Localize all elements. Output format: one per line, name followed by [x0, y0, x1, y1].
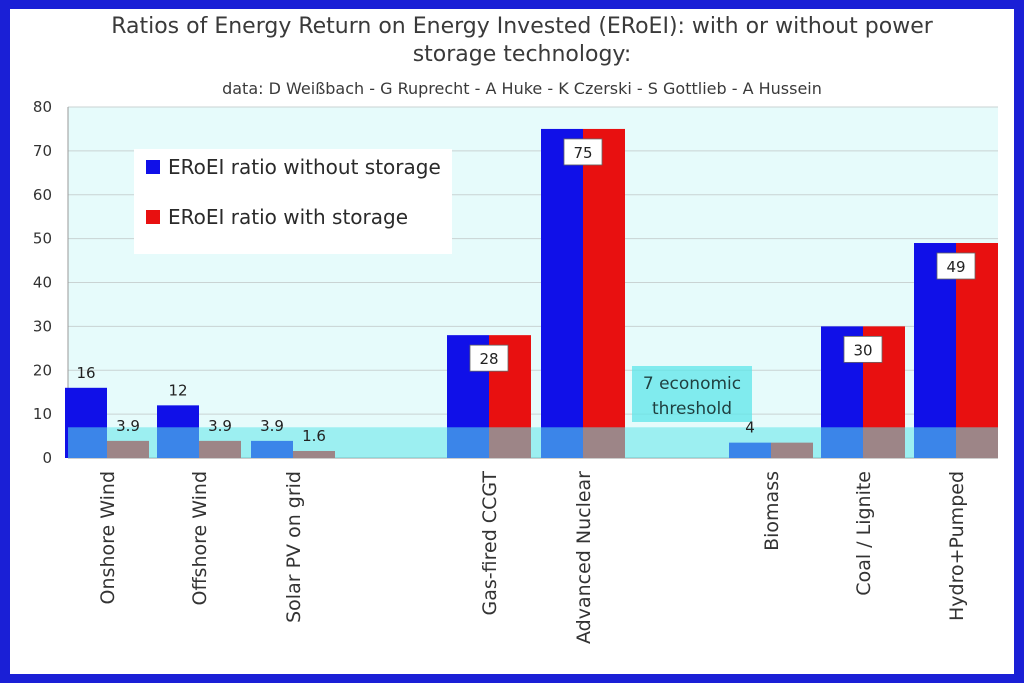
data-label: 1.6	[302, 427, 326, 445]
y-tick-label: 10	[33, 405, 52, 423]
threshold-label-box	[632, 366, 752, 422]
y-tick-label: 40	[33, 274, 52, 292]
y-tick-label: 30	[33, 317, 52, 335]
data-labels: 16 3.9 12 3.9 3.9 1.6 28 75 4 30 49	[76, 138, 976, 445]
chart-frame: Ratios of Energy Return on Energy Invest…	[10, 9, 1014, 674]
chart-title-line-2: storage technology:	[413, 42, 632, 67]
x-axis-categories: Onshore Wind Offshore Wind Solar PV on gri…	[97, 471, 968, 644]
category-label-offshore-wind: Offshore Wind	[189, 471, 211, 605]
bar-eroei-ratio-without-storage-advanced-nuclear	[541, 128, 583, 458]
data-label-box	[563, 138, 603, 166]
category-label-onshore-wind: Onshore Wind	[97, 471, 119, 604]
y-tick-label: 60	[33, 186, 52, 204]
category-label-gas-fired-ccgt: Gas-fired CCGT	[479, 471, 501, 616]
data-label: 49	[946, 258, 965, 276]
category-label-biomass: Biomass	[761, 471, 783, 551]
y-tick-label: 0	[42, 449, 52, 467]
data-label: 3.9	[260, 417, 284, 435]
category-label-advanced-nuclear: Advanced Nuclear	[573, 471, 595, 644]
data-label: 3.9	[116, 417, 140, 435]
category-label-coal-lignite: Coal / Lignite	[853, 471, 875, 596]
data-label: 12	[168, 381, 187, 399]
data-label: 28	[479, 350, 498, 368]
category-label-hydro-pumped: Hydro+Pumped	[946, 471, 968, 621]
legend-box	[134, 149, 452, 254]
data-label-box	[936, 252, 976, 280]
threshold-label: threshold	[652, 399, 732, 419]
data-label: 30	[853, 341, 872, 359]
y-tick-label: 20	[33, 361, 52, 379]
legend-label-eroei-ratio-without-storage: ERoEI ratio without storage	[168, 155, 441, 179]
data-label-box	[843, 335, 883, 363]
chart-title-line-1: Ratios of Energy Return on Energy Invest…	[111, 14, 934, 39]
y-tick-label: 80	[33, 98, 52, 116]
legend-swatch-eroei-ratio-with-storage	[146, 210, 160, 224]
chart: Ratios of Energy Return on Energy Invest…	[33, 14, 998, 644]
data-label: 3.9	[208, 417, 232, 435]
data-label: 75	[573, 144, 592, 162]
legend-label-eroei-ratio-with-storage: ERoEI ratio with storage	[168, 205, 408, 229]
y-tick-label: 70	[33, 142, 52, 160]
threshold-band: 7 economic threshold	[68, 366, 998, 458]
category-label-solar-pv-on-grid: Solar PV on grid	[283, 471, 305, 623]
bar-eroei-ratio-with-storage-advanced-nuclear	[583, 128, 625, 458]
legend-swatch-eroei-ratio-without-storage	[146, 160, 160, 174]
chart-subtitle: data: D Weißbach - G Ruprecht - A Huke -…	[222, 79, 822, 98]
data-label: 16	[76, 364, 95, 382]
legend: ERoEI ratio without storage ERoEI ratio w…	[134, 149, 452, 254]
y-tick-label: 50	[33, 230, 52, 248]
threshold-band-rect	[68, 427, 998, 458]
data-label-box	[469, 344, 509, 372]
data-label: 4	[745, 419, 755, 437]
threshold-label: 7 economic	[643, 374, 741, 394]
